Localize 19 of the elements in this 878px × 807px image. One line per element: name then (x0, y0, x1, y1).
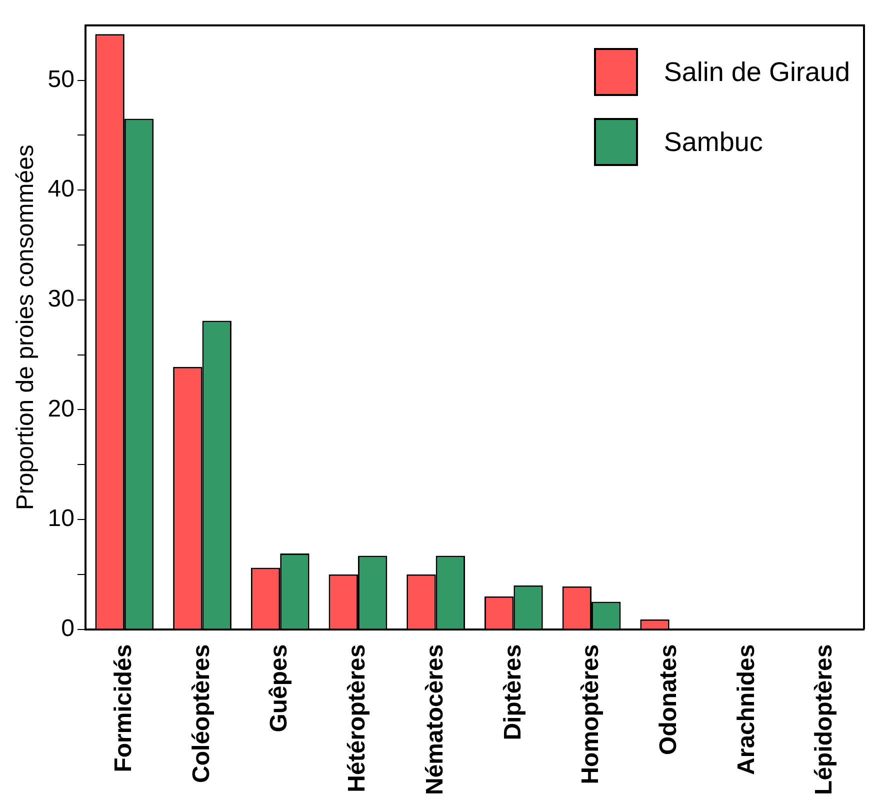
x-tick-label: Nématocères (421, 644, 448, 795)
y-tick-label: 50 (48, 66, 74, 93)
x-tick-label: Lépidoptères (810, 644, 838, 795)
x-tick-label: Arachnides (732, 644, 760, 775)
y-tick-label: 30 (48, 286, 74, 312)
y-axis-title: Proportion de proies consommées (12, 144, 40, 510)
x-tick-label: Hétéroptères (344, 644, 371, 792)
x-tick-label: Homoptères (577, 644, 604, 784)
x-tick-label: Guêpes (266, 644, 293, 732)
x-tick-label: Odonates (655, 644, 682, 755)
y-tick-label: 0 (61, 614, 74, 642)
x-tick-label: Diptères (499, 644, 526, 740)
y-tick-label: 20 (48, 395, 74, 422)
legend-label: Sambuc (664, 126, 763, 158)
y-tick-label: 40 (48, 176, 74, 203)
x-tick-label: Formicidés (110, 644, 138, 772)
y-tick-label: 10 (48, 505, 74, 532)
legend-label: Salin de Giraud (664, 56, 850, 88)
x-tick-label: Coléoptères (188, 644, 215, 783)
